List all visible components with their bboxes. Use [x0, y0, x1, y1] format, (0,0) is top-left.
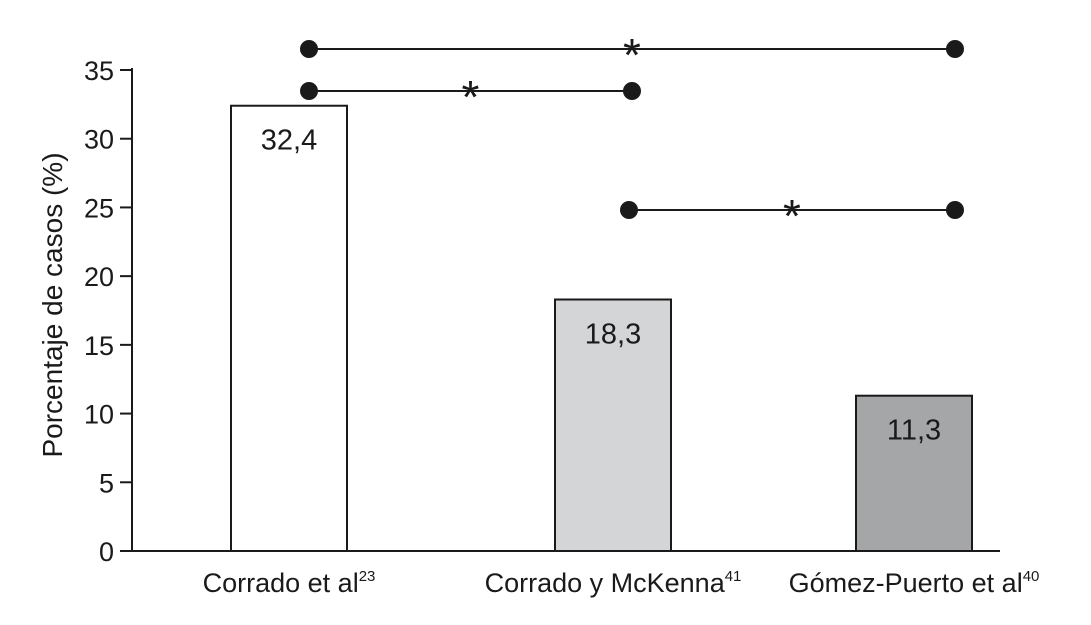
significance-dot: [946, 40, 964, 58]
bar: [855, 394, 973, 552]
significance-dot: [300, 82, 318, 100]
axes: [120, 68, 1000, 552]
significance-dot: [620, 201, 638, 219]
significance-star: *: [623, 29, 641, 81]
data-label: 32,4: [261, 125, 317, 157]
y-tick-label: 20: [84, 262, 114, 292]
bars: 32,4 18,3 11,3: [230, 104, 973, 553]
significance-brackets: * * *: [300, 29, 964, 242]
y-axis-ticks: 0 5 10 15 20 25 30 35: [84, 56, 132, 567]
y-tick-label: 30: [84, 125, 114, 155]
significance-star: *: [783, 190, 801, 242]
category-label: Corrado et al23: [203, 568, 376, 598]
y-tick-label: 5: [99, 468, 114, 498]
category-reference: 41: [725, 568, 742, 585]
category-label: Corrado y McKenna41: [485, 568, 742, 598]
y-tick-label: 10: [84, 400, 114, 430]
bar: [554, 298, 672, 552]
data-label: 18,3: [585, 319, 641, 351]
significance-dot: [300, 40, 318, 58]
y-axis-label: Porcentaje de casos (%): [37, 152, 68, 457]
significance-dot: [946, 201, 964, 219]
category-name: Gómez-Puerto et al: [789, 568, 1023, 598]
y-tick-label: 15: [84, 331, 114, 361]
significance-star: *: [462, 71, 480, 123]
data-label: 11,3: [887, 415, 941, 447]
y-tick-label: 25: [84, 193, 114, 223]
x-axis-categories: Corrado et al23 Corrado y McKenna41 Gómez-…: [203, 568, 1040, 598]
category-reference: 40: [1023, 568, 1040, 585]
category-name: Corrado y McKenna: [485, 568, 726, 598]
y-tick-label: 35: [84, 56, 114, 86]
category-name: Corrado et al: [203, 568, 359, 598]
significance-dot: [623, 82, 641, 100]
bar: [230, 104, 348, 553]
category-reference: 23: [359, 568, 376, 585]
category-label: Gómez-Puerto et al40: [789, 568, 1040, 598]
y-tick-label: 0: [99, 537, 114, 567]
